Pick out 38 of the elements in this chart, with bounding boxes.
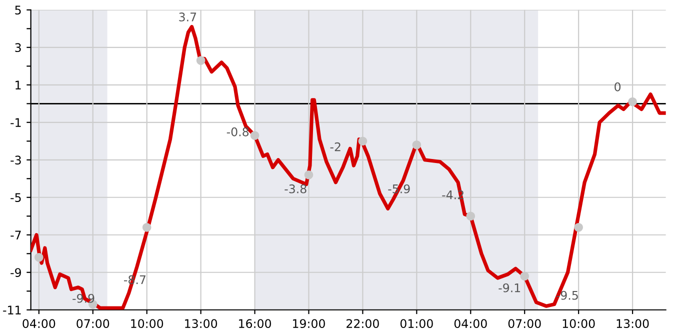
x-tick-label: 10:00	[131, 319, 164, 328]
y-tick-label: -11	[3, 306, 21, 314]
point	[574, 222, 583, 232]
point	[412, 140, 422, 150]
x-tick-label: 07:00	[76, 319, 110, 328]
y-tick-label: -1	[10, 118, 21, 127]
point	[304, 170, 314, 180]
point	[466, 212, 476, 221]
x-tick-label: 04:00	[454, 319, 487, 328]
annotation: 0	[614, 82, 621, 92]
x-tick-label: 10:00	[562, 319, 595, 328]
y-tick-label: -3	[10, 156, 21, 165]
x-tick-label: 01:00	[400, 319, 433, 328]
annotation: 3.7	[179, 12, 196, 22]
y-tick-label: 1	[16, 80, 21, 90]
point	[358, 136, 368, 146]
y-tick-label: 5	[15, 6, 21, 15]
x-tick-label: 22:00	[346, 319, 379, 328]
x-tick-label: 13:00	[616, 319, 649, 328]
annotation: -9.1	[498, 283, 520, 292]
point	[520, 272, 529, 281]
point	[250, 131, 260, 140]
y-tick-label: 3	[15, 43, 21, 52]
point	[142, 222, 152, 232]
annotation: -0.8	[226, 127, 249, 136]
point	[196, 56, 206, 65]
annotation: -3.8	[284, 184, 306, 194]
x-tick-label: 07:00	[508, 319, 541, 328]
y-tick-label: -7	[10, 230, 21, 240]
y-tick-label: -5	[10, 193, 21, 202]
x-tick-label: 13:00	[185, 319, 218, 328]
point	[628, 97, 637, 106]
point	[34, 252, 44, 262]
annotation: -2	[330, 142, 340, 152]
y-tick-label: -9	[10, 268, 21, 278]
x-tick-label: 16:00	[239, 319, 272, 328]
x-tick-label: 19:00	[293, 319, 325, 328]
x-tick-label: 04:00	[22, 319, 56, 328]
